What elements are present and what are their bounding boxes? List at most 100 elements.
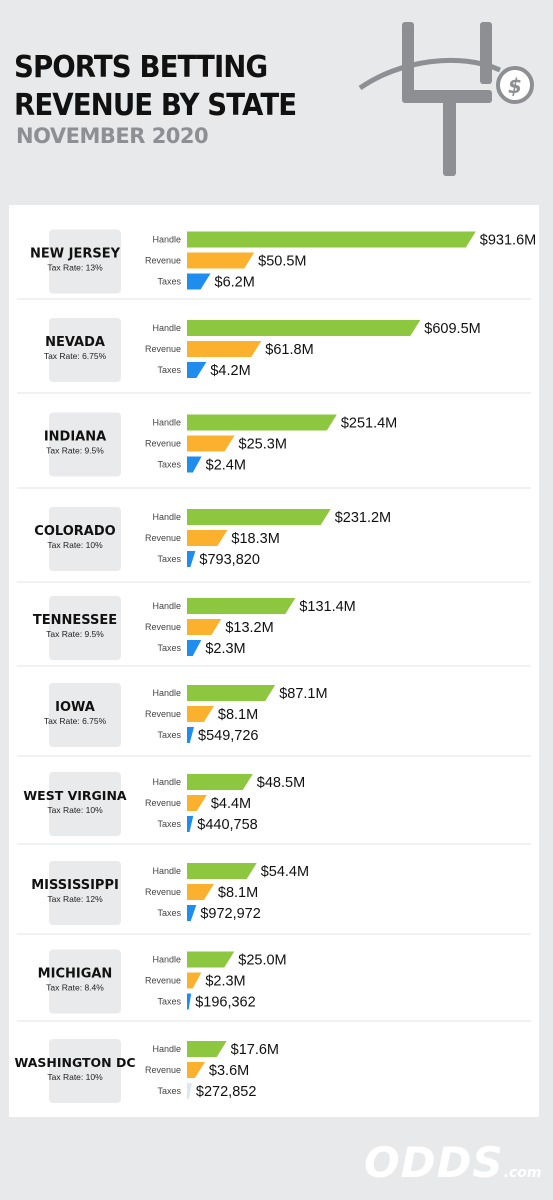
value-label: $87.1M [279, 686, 327, 702]
tax-rate: Tax Rate: 8.4% [46, 983, 104, 993]
value-label: $17.6M [231, 1042, 279, 1058]
bar-revenue [187, 530, 228, 546]
value-label: $2.4M [206, 458, 246, 474]
state-name: IOWA [55, 700, 95, 715]
series-label-handle: Handle [152, 418, 181, 428]
state-name: NEVADA [45, 335, 105, 350]
series-label-handle: Handle [152, 955, 181, 965]
value-label: $251.4M [341, 416, 397, 432]
bar-taxes [187, 362, 207, 378]
state-shape [49, 861, 121, 925]
bar-taxes [187, 456, 202, 473]
value-label: $609.5M [424, 321, 480, 337]
state-shape [49, 772, 121, 836]
value-label: $13.2M [225, 620, 273, 636]
tax-rate: Tax Rate: 6.75% [44, 351, 107, 361]
state-name: TENNESSEE [33, 613, 117, 628]
odds-logo: ODDS.com [364, 1138, 542, 1187]
bar-revenue [187, 619, 222, 635]
bar-revenue [187, 252, 255, 269]
value-label: $25.3M [239, 437, 287, 453]
bar-taxes [187, 1083, 192, 1099]
series-label-taxes: Taxes [157, 997, 181, 1007]
value-label: $196,362 [195, 995, 255, 1011]
series-label-revenue: Revenue [145, 344, 181, 354]
tax-rate: Tax Rate: 12% [47, 894, 103, 904]
bar-handle [187, 685, 276, 701]
series-label-taxes: Taxes [157, 277, 181, 287]
state-shape [49, 318, 121, 382]
value-label: $131.4M [299, 599, 355, 615]
state-shape [49, 412, 121, 477]
bar-revenue [187, 972, 202, 989]
series-label-handle: Handle [152, 512, 181, 522]
bar-revenue [187, 1062, 205, 1078]
subtitle: NOVEMBER 2020 [16, 124, 209, 148]
value-label: $61.8M [265, 342, 313, 358]
series-label-taxes: Taxes [157, 643, 181, 653]
value-label: $3.6M [209, 1063, 249, 1079]
bar-handle [187, 774, 253, 790]
state-name: MISSISSIPPI [31, 878, 119, 893]
bar-taxes [187, 273, 211, 290]
bar-handle [187, 320, 421, 336]
series-label-handle: Handle [152, 688, 181, 698]
series-label-handle: Handle [152, 777, 181, 787]
value-label: $4.2M [210, 363, 250, 379]
series-label-revenue: Revenue [145, 798, 181, 808]
series-label-taxes: Taxes [157, 730, 181, 740]
series-label-handle: Handle [152, 866, 181, 876]
tax-rate: Tax Rate: 13% [47, 263, 103, 273]
value-label: $25.0M [238, 953, 286, 969]
value-label: $4.4M [211, 796, 251, 812]
bar-handle [187, 951, 235, 968]
state-shape [49, 507, 121, 571]
bar-revenue [187, 884, 214, 900]
bar-revenue [187, 341, 262, 357]
series-label-handle: Handle [152, 601, 181, 611]
tax-rate: Tax Rate: 9.5% [46, 446, 104, 456]
tax-rate: Tax Rate: 10% [47, 540, 103, 550]
bar-handle [187, 231, 476, 248]
tax-rate: Tax Rate: 10% [47, 805, 103, 815]
state-shape [49, 229, 121, 294]
bar-taxes [187, 551, 196, 567]
value-label: $6.2M [215, 275, 255, 291]
state-shape [49, 949, 121, 1014]
bar-revenue [187, 706, 214, 722]
bar-handle [187, 414, 337, 431]
value-label: $549,726 [198, 728, 258, 744]
value-label: $231.2M [335, 510, 391, 526]
value-label: $48.5M [257, 775, 305, 791]
state-shape [49, 1039, 121, 1103]
series-label-revenue: Revenue [145, 533, 181, 543]
series-label-revenue: Revenue [145, 1065, 181, 1075]
series-label-taxes: Taxes [157, 1086, 181, 1096]
value-label: $793,820 [199, 552, 259, 568]
bar-revenue [187, 795, 207, 811]
series-label-taxes: Taxes [157, 365, 181, 375]
value-label: $18.3M [231, 531, 279, 547]
value-label: $972,972 [200, 906, 260, 922]
bar-revenue [187, 435, 235, 452]
bar-handle [187, 1041, 227, 1057]
value-label: $8.1M [218, 885, 258, 901]
state-shape [49, 683, 121, 747]
series-label-handle: Handle [152, 235, 181, 245]
series-label-taxes: Taxes [157, 460, 181, 470]
chart-card: NEW JERSEY Tax Rate: 13% Handle $931.6M Reve… [9, 205, 539, 1117]
series-label-taxes: Taxes [157, 908, 181, 918]
value-label: $272,852 [196, 1084, 256, 1100]
series-label-taxes: Taxes [157, 819, 181, 829]
series-label-revenue: Revenue [145, 887, 181, 897]
series-label-revenue: Revenue [145, 439, 181, 449]
value-label: $2.3M [205, 974, 245, 990]
series-label-handle: Handle [152, 323, 181, 333]
series-label-revenue: Revenue [145, 976, 181, 986]
header: SPORTS BETTING REVENUE BY STATE NOVEMBER… [0, 0, 553, 190]
value-label: $440,758 [197, 817, 257, 833]
series-label-revenue: Revenue [145, 622, 181, 632]
value-label: $50.5M [258, 254, 306, 270]
series-label-revenue: Revenue [145, 256, 181, 266]
